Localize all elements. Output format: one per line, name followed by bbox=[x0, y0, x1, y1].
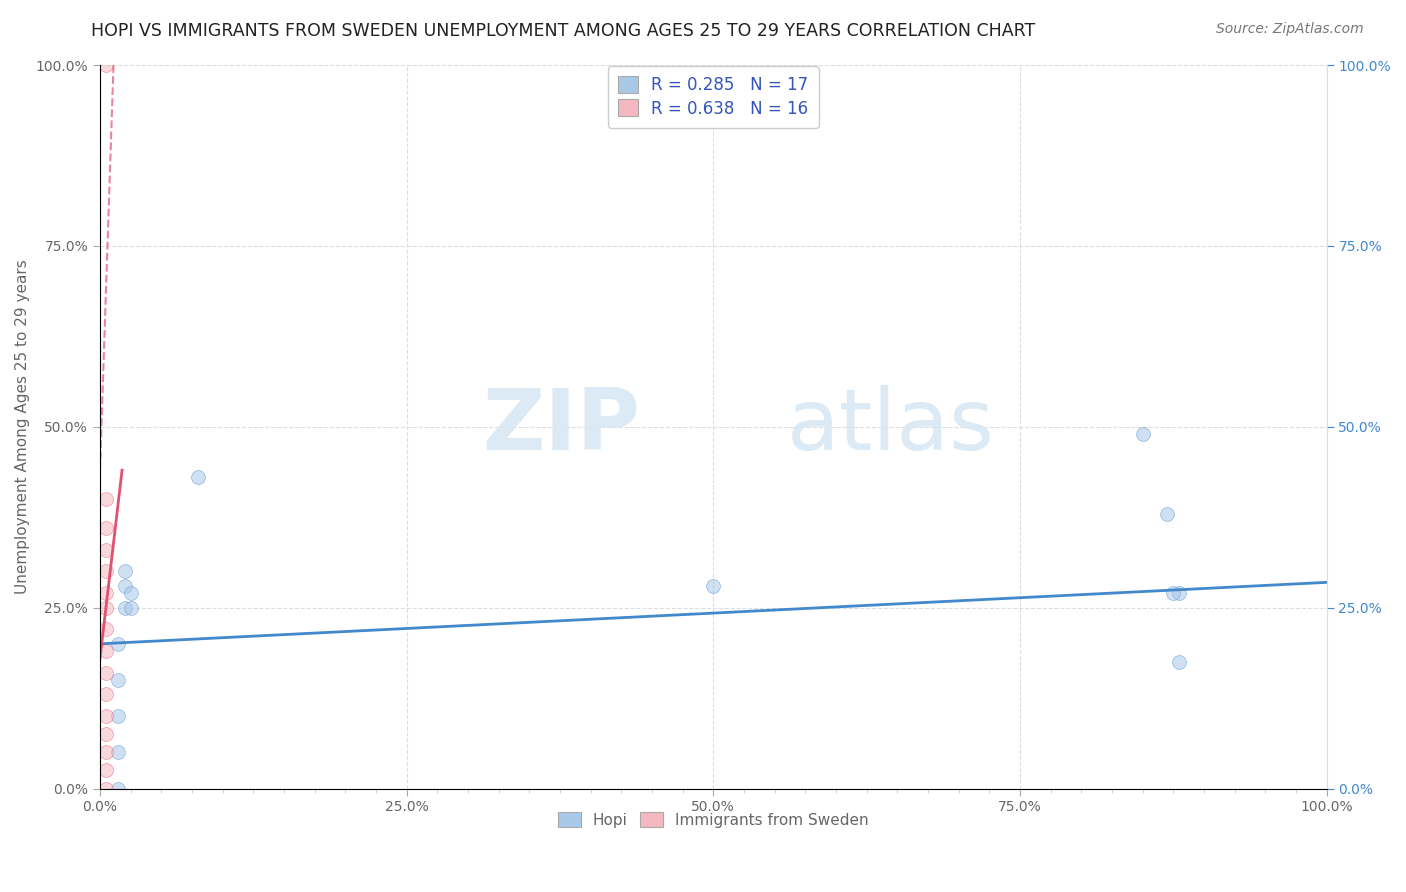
Point bbox=[114, 579, 136, 593]
Point bbox=[107, 673, 129, 687]
Point bbox=[94, 521, 117, 535]
Point bbox=[94, 781, 117, 796]
Point bbox=[107, 745, 129, 759]
Point bbox=[94, 492, 117, 507]
Point bbox=[107, 781, 129, 796]
Point bbox=[120, 600, 142, 615]
Point bbox=[114, 565, 136, 579]
Point bbox=[1161, 586, 1184, 600]
Point bbox=[94, 58, 117, 72]
Point bbox=[702, 579, 724, 593]
Point bbox=[94, 745, 117, 759]
Point bbox=[94, 764, 117, 778]
Point bbox=[94, 727, 117, 741]
Text: atlas: atlas bbox=[787, 385, 995, 468]
Point bbox=[94, 600, 117, 615]
Point bbox=[107, 637, 129, 651]
Text: ZIP: ZIP bbox=[482, 385, 640, 468]
Point bbox=[94, 586, 117, 600]
Point bbox=[94, 665, 117, 680]
Legend: Hopi, Immigrants from Sweden: Hopi, Immigrants from Sweden bbox=[550, 804, 876, 835]
Point bbox=[114, 600, 136, 615]
Text: Source: ZipAtlas.com: Source: ZipAtlas.com bbox=[1216, 22, 1364, 37]
Point bbox=[187, 470, 209, 484]
Point bbox=[1168, 655, 1191, 669]
Point bbox=[94, 542, 117, 557]
Point bbox=[1156, 507, 1178, 521]
Point bbox=[1132, 427, 1154, 442]
Point bbox=[107, 709, 129, 723]
Y-axis label: Unemployment Among Ages 25 to 29 years: Unemployment Among Ages 25 to 29 years bbox=[15, 260, 30, 594]
Point bbox=[94, 565, 117, 579]
Point bbox=[120, 586, 142, 600]
Point bbox=[1168, 586, 1191, 600]
Point bbox=[94, 623, 117, 637]
Point bbox=[94, 688, 117, 702]
Point bbox=[94, 709, 117, 723]
Point bbox=[94, 644, 117, 658]
Text: HOPI VS IMMIGRANTS FROM SWEDEN UNEMPLOYMENT AMONG AGES 25 TO 29 YEARS CORRELATIO: HOPI VS IMMIGRANTS FROM SWEDEN UNEMPLOYM… bbox=[91, 22, 1036, 40]
